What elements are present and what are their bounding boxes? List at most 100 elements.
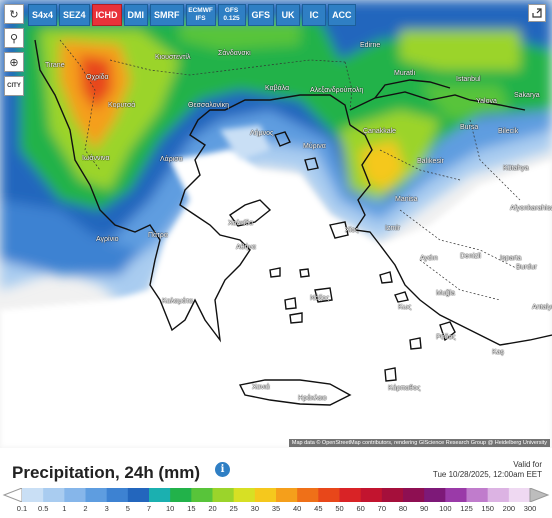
legend-swatch [149,488,171,502]
legend-tick-label: 3 [104,504,109,513]
place-label: Σάνδανσκι [218,50,251,57]
place-label: Edirne [360,42,381,49]
legend-swatch [508,488,531,502]
place-label: Bursa [460,124,479,131]
place-label: Αλεξανδρούπολη [310,87,364,94]
model-button-smrf[interactable]: SMRF [150,4,184,26]
model-button-uk[interactable]: UK [276,4,301,26]
legend-swatch [85,488,108,502]
expand-icon[interactable] [528,4,546,22]
legend-tick-label: 70 [377,504,386,513]
place-label: Χίος [345,227,359,234]
place-label: Sakarya [514,92,540,99]
place-label: Μύρινα [303,143,326,150]
place-label: Kaş [492,349,505,356]
refresh-icon[interactable]: ↻ [4,4,24,24]
place-label: Burdur [516,264,538,271]
legend-footer: Precipitation, 24h (mm) i Valid for Tue … [0,448,552,518]
legend-swatch [487,488,510,502]
legend-swatch [339,488,362,502]
legend-swatch [381,488,404,502]
map-attribution: Map data © OpenStreetMap contributors, r… [288,439,550,447]
model-button-s4x4[interactable]: S4x4 [28,4,58,26]
legend-swatch [318,488,340,502]
zoom-icon[interactable]: ⊕ [4,52,24,72]
place-label: Χαλκίδα [228,220,254,227]
place-label: Κως [398,304,412,311]
legend-tick-label: 20 [208,504,217,513]
legend-tick-label: 35 [271,504,281,513]
model-button-sez4[interactable]: SEZ4 [59,4,90,26]
valid-time: Valid for Tue 10/28/2025, 12:00am EET [433,460,542,480]
legend-tick-label: 50 [335,504,344,513]
place-label: Çanakkale [363,128,397,135]
legend-tick-label: 40 [292,504,302,513]
model-button-acc[interactable]: ACC [328,4,356,26]
legend-tick-label: 125 [460,504,473,513]
legend-swatch [191,488,213,502]
legend-tick-label: 200 [502,504,516,513]
place-label: Muratlı [394,70,416,77]
place-label: Ιωάννινα [82,155,110,162]
model-button-ecmwf-ifs[interactable]: ECMWF IFS [185,4,216,26]
model-button-ic[interactable]: IC [302,4,327,26]
place-label: Λήμνος [250,130,274,137]
legend-tick-label: 10 [165,504,175,513]
legend-tick-label: 15 [187,504,196,513]
place-label: Yalova [476,98,497,105]
legend-tick-label: 0.5 [37,504,49,513]
place-label: Ηράκλειο [298,395,327,402]
legend-ticks: 0.1 0.5 1 2 3 5 7 10 15 20 25 30 35 40 45 50 60 70 80 90 100… [0,504,552,516]
city-toggle-button[interactable]: CITY [4,76,24,96]
legend-tick-label: 0.1 [16,504,28,513]
legend-tick-label: 30 [250,504,259,513]
legend-tick-label: 300 [523,504,537,513]
place-label: Denizli [460,253,482,260]
legend-swatch [64,488,86,502]
place-label: Kütahya [503,165,529,172]
legend-tick-label: 60 [356,504,365,513]
legend-swatch [127,488,150,502]
legend-swatch [424,488,446,502]
legend-swatch [212,488,235,502]
legend-swatch [297,488,319,502]
coastlines [34,39,552,406]
place-label: Πάτρα [148,232,168,239]
legend-swatch [43,488,65,502]
place-label: Καλαμάτα [162,298,193,305]
legend-tick-label: 100 [439,504,452,513]
legend-arrow-high [529,488,550,502]
model-button-gfs[interactable]: GFS [247,4,275,26]
legend-tick-label: 2 [83,504,88,513]
place-label: Bilecik [498,128,519,135]
valid-label: Valid for [513,460,542,469]
model-button-gfs-0125[interactable]: GFS 0.125 [217,4,246,26]
legend-swatch [22,488,44,502]
borders [59,39,521,301]
dry-zones [0,125,552,448]
place-label: Χανιά [252,384,270,391]
precipitation-map[interactable]: Tirane Οχρίδα Κορυτσά Καβάλα Κιουστεντίλ Σάνδ… [0,0,552,448]
info-icon[interactable]: i [215,462,230,477]
model-button-dmi[interactable]: DMI [123,4,149,26]
legend-tick-label: 150 [481,504,494,513]
place-label: Afyonkarahisar [510,205,552,212]
location-icon[interactable]: ⚲ [4,28,24,48]
place-label: Κάρπαθος [388,385,421,392]
legend-swatch [445,488,467,502]
place-label: Manisa [395,196,418,203]
model-button-ichd[interactable]: ICHD [91,4,122,26]
legend-tick-label: 1 [62,504,67,513]
legend-arrow-low [2,488,23,502]
place-label: Balıkesir [417,158,444,165]
place-label: Λάρισα [160,156,183,163]
place-label: Muğla [436,290,456,297]
legend-swatch [360,488,383,502]
valid-datetime: Tue 10/28/2025, 12:00am EET [432,470,542,479]
legend-swatch [466,488,489,502]
map-canvas [0,0,552,448]
legend-tick-label: 5 [125,504,130,513]
legend-swatch [170,488,192,502]
place-label: Izmir [385,225,401,232]
place-label: Istanbul [456,76,481,83]
